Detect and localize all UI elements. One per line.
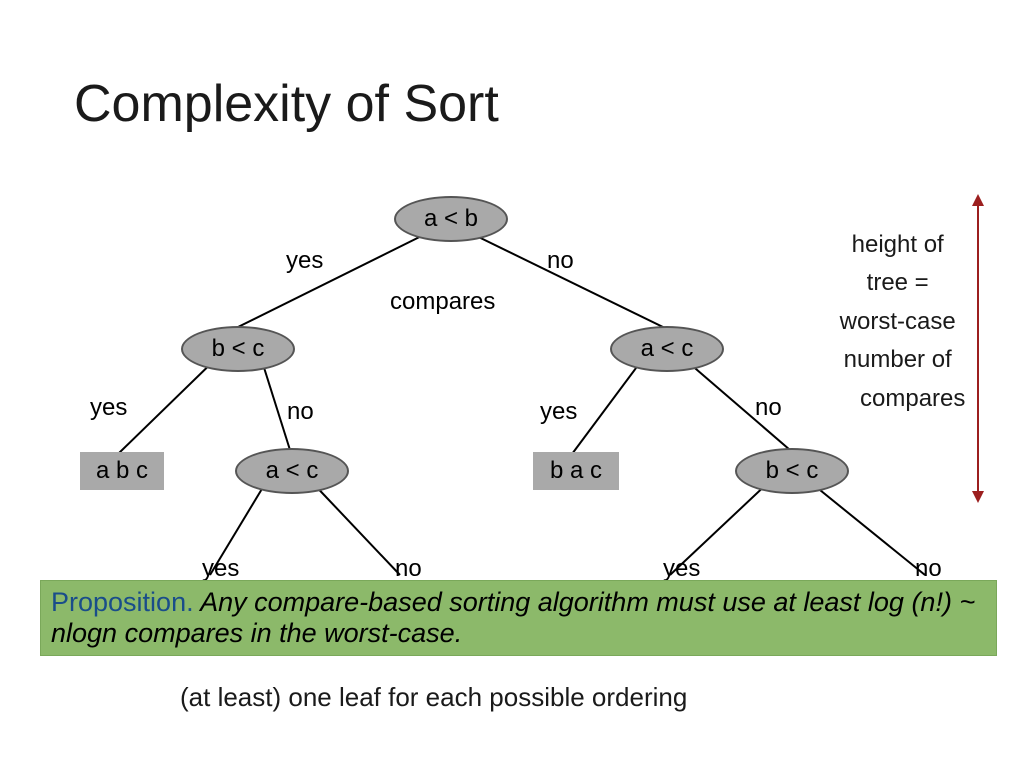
edge-label: no (915, 555, 942, 583)
edge-label: yes (663, 555, 700, 583)
compares-label: compares (390, 288, 495, 316)
edge-label: no (755, 394, 782, 422)
height-annotation-line: number of (830, 341, 965, 379)
tree-node-n3: a b c (80, 452, 164, 490)
proposition-lead: Proposition. (51, 587, 194, 617)
edge-label: no (395, 555, 422, 583)
tree-node-n1: b < c (181, 326, 295, 372)
height-annotation-line: worst-case (830, 303, 965, 341)
edge-label: yes (90, 394, 127, 422)
height-annotation: height oftree =worst-casenumber ofcompar… (830, 226, 965, 418)
height-annotation-line: height of (830, 226, 965, 264)
tree-node-n5: b a c (533, 452, 619, 490)
edge-label: no (287, 398, 314, 426)
edge-label: yes (540, 398, 577, 426)
edge-label: yes (202, 555, 239, 583)
height-annotation-line: tree = (830, 264, 965, 302)
caption-text: (at least) one leaf for each possible or… (180, 682, 687, 713)
proposition-box: Proposition. Any compare-based sorting a… (40, 580, 997, 656)
tree-node-n6: b < c (735, 448, 849, 494)
edge-label: no (547, 247, 574, 275)
edge-label: yes (286, 247, 323, 275)
tree-node-n2: a < c (610, 326, 724, 372)
tree-node-n4: a < c (235, 448, 349, 494)
height-annotation-line: compares (860, 380, 965, 418)
height-arrow-icon (968, 192, 988, 505)
slide-title: Complexity of Sort (74, 74, 499, 134)
tree-node-n0: a < b (394, 196, 508, 242)
